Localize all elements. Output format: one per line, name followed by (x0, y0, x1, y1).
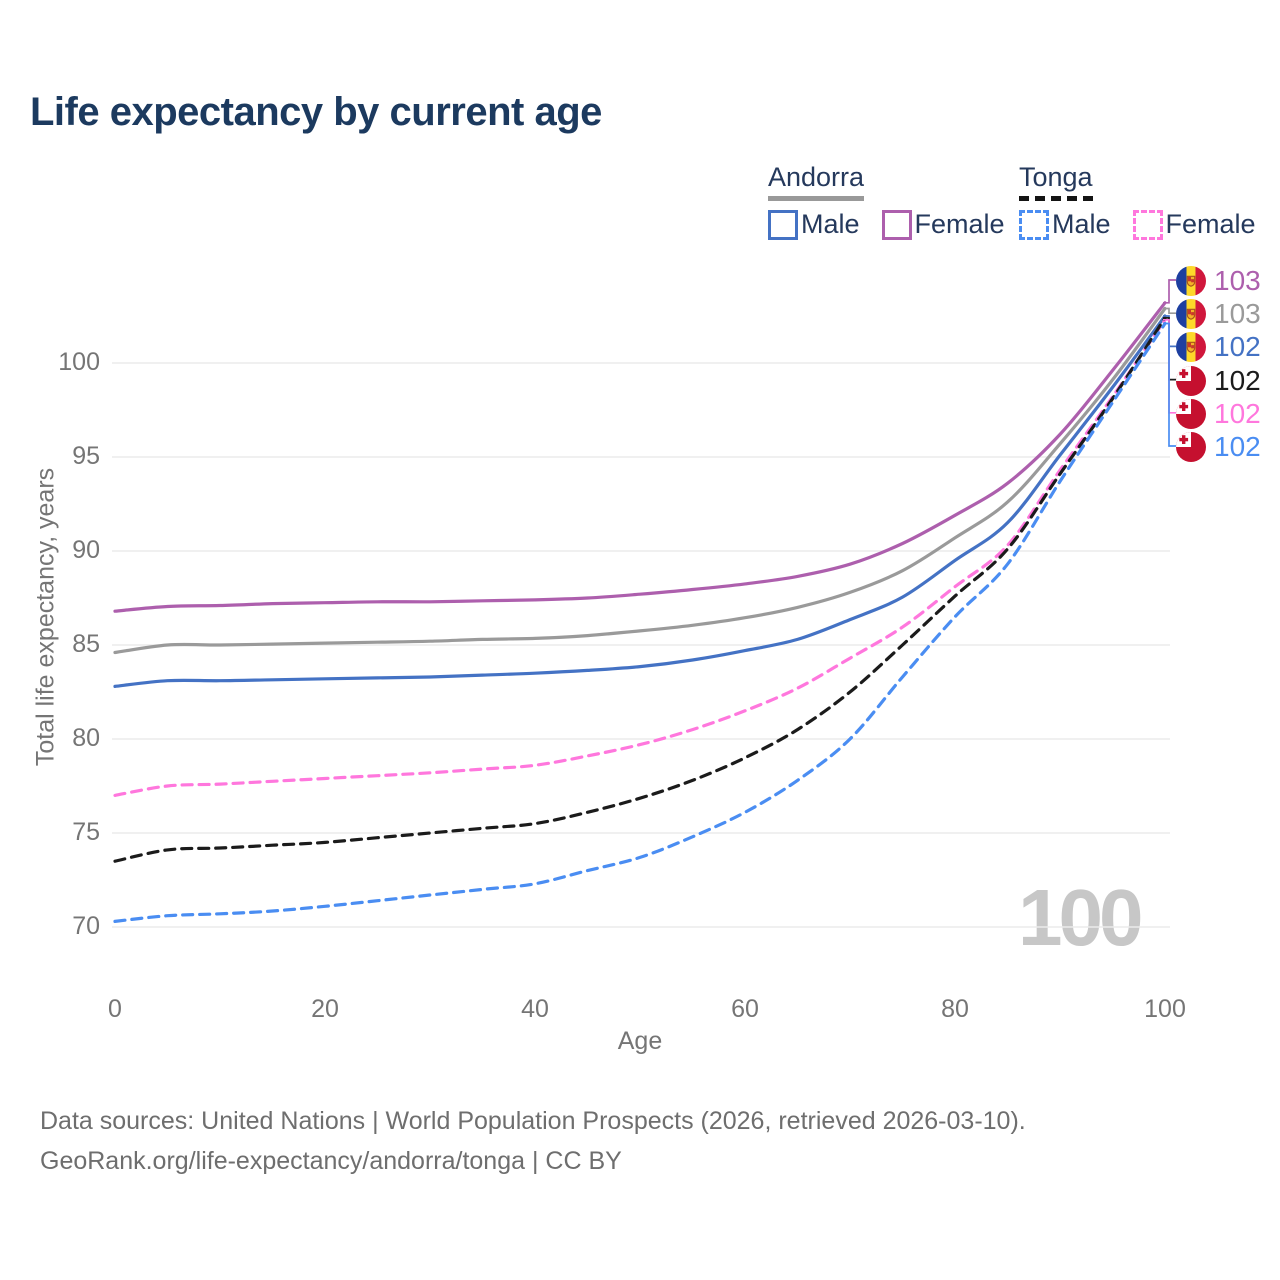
tonga-male-swatch-icon (1019, 209, 1049, 240)
legend-tonga-female[interactable]: Female (1132, 209, 1256, 240)
end-label-leader-line (1163, 322, 1176, 447)
y-tick-label: 80 (72, 724, 100, 752)
x-tick-label: 40 (521, 995, 549, 1023)
legend-tonga: Tonga Male Female (1019, 162, 1256, 240)
y-tick-label: 90 (72, 536, 100, 564)
end-label-value: 102 (1214, 364, 1261, 396)
series-line-andorra-male (113, 314, 1167, 688)
legend-tonga-label[interactable]: Tonga (1019, 162, 1093, 201)
tonga-flag-icon (1176, 365, 1206, 396)
end-label-row: 102 (1176, 331, 1261, 363)
y-tick-label: 70 (72, 912, 100, 940)
footer-data-sources: Data sources: United Nations | World Pop… (40, 1107, 1026, 1135)
legend-tonga-male-label: Male (1052, 209, 1111, 239)
y-tick-label: 75 (72, 818, 100, 846)
end-label-row: 103 (1176, 298, 1261, 330)
end-label-value: 102 (1214, 431, 1261, 462)
tonga-flag-icon (1176, 398, 1206, 429)
footer-attribution-link: GeoRank.org/life-expectancy/andorra/tong… (40, 1147, 622, 1175)
y-tick-label: 95 (72, 442, 100, 470)
end-label-value: 102 (1214, 397, 1261, 429)
series-line-tonga-male (113, 321, 1167, 923)
legend-andorra: Andorra Male Female (768, 162, 1005, 240)
legend-andorra-label[interactable]: Andorra (768, 162, 865, 201)
end-label-value: 103 (1214, 265, 1261, 296)
series-line-andorra-female (113, 301, 1167, 613)
end-label-value: 103 (1214, 298, 1261, 330)
x-tick-label: 0 (108, 995, 122, 1023)
end-label-row: 103 (1176, 265, 1261, 297)
legend-tonga-female-label: Female (1165, 209, 1256, 239)
andorra-flag-icon (1176, 332, 1206, 363)
andorra-male-swatch-icon (768, 209, 798, 240)
series-line-tonga-both-sexes (113, 316, 1167, 863)
andorra-flag-icon (1176, 266, 1206, 296)
legend-tonga-male[interactable]: Male (1019, 209, 1111, 240)
legend-andorra-male-label: Male (801, 209, 860, 239)
x-axis-title: Age (617, 1027, 663, 1055)
legend-andorra-female[interactable]: Female (881, 209, 1005, 240)
end-label-row: 102 (1176, 398, 1261, 430)
x-tick-label: 80 (941, 995, 969, 1023)
x-tick-label: 20 (311, 995, 339, 1023)
end-label-leader-line (1163, 307, 1176, 315)
series-line-andorra-both-sexes (113, 306, 1167, 655)
series-line-tonga-female (113, 318, 1167, 797)
end-label-value: 102 (1214, 331, 1261, 363)
age-counter-watermark: 100 (1018, 873, 1144, 962)
x-tick-label: 100 (1144, 995, 1186, 1023)
y-tick-label: 100 (58, 348, 100, 376)
end-label-row: 102 (1176, 431, 1261, 463)
andorra-female-swatch-icon (881, 209, 912, 240)
legend-andorra-male[interactable]: Male (768, 209, 860, 240)
page-title: Life expectancy by current age (30, 90, 602, 134)
y-tick-label: 85 (72, 630, 100, 658)
x-tick-label: 60 (731, 995, 759, 1023)
legend-andorra-female-label: Female (914, 209, 1005, 239)
end-label-leader-line (1163, 279, 1176, 304)
end-label-row: 102 (1176, 365, 1261, 397)
tonga-flag-icon (1176, 432, 1206, 462)
tonga-female-swatch-icon (1132, 209, 1163, 240)
andorra-flag-icon (1176, 299, 1206, 330)
